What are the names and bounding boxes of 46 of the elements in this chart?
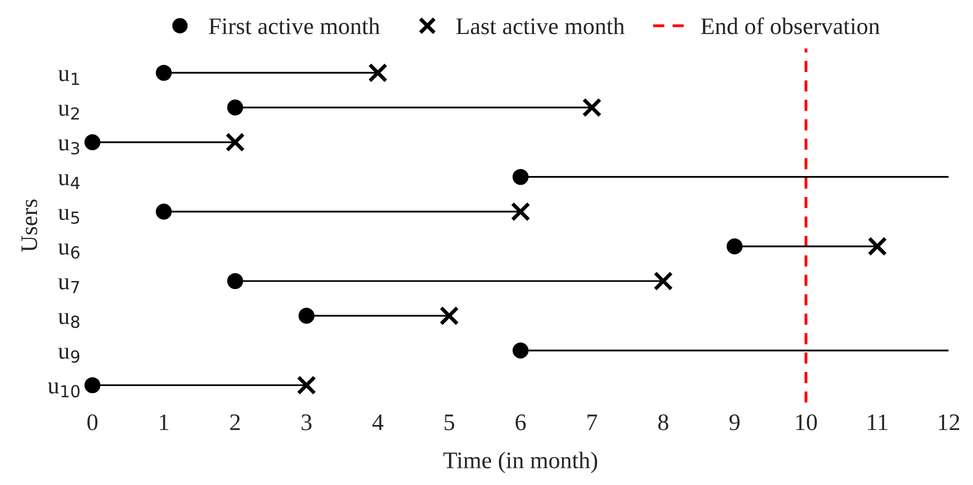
x-tick-label: 4 <box>372 414 384 430</box>
y-tick-label: u$_{4}$ <box>58 174 80 189</box>
x-tick-label: 3 <box>302 414 312 430</box>
x-tick-label: 0 <box>87 414 98 430</box>
y-tick-label: u$_{6}$ <box>58 244 80 259</box>
point <box>225 132 245 152</box>
point <box>726 238 743 254</box>
x-tick-label: 2 <box>230 414 240 430</box>
point <box>156 204 172 220</box>
y-tick-label: u$_{5}$ <box>58 208 80 224</box>
x-tick-label: 8 <box>658 414 668 430</box>
x-tick-label: 10 <box>796 414 817 430</box>
point <box>84 134 100 150</box>
point <box>510 202 530 222</box>
x-tick-label: 6 <box>516 414 526 430</box>
y-tick-label: u$_{9}$ <box>58 348 80 363</box>
point <box>368 63 388 83</box>
x-axis-title: Time (in month) <box>443 452 598 474</box>
ref-line-label: End of observation <box>701 17 880 34</box>
point <box>654 271 673 291</box>
x-tick-label: 9 <box>729 414 740 430</box>
x-tick-label: 12 <box>938 414 960 430</box>
y-tick-label: u$_{7}$ <box>58 278 80 294</box>
y-axis-title: Users <box>22 199 38 252</box>
x-tick-label: 1 <box>160 414 168 430</box>
y-tick-label: u$_{1}$ <box>58 70 79 85</box>
point <box>582 98 602 118</box>
x-tick-label: 11 <box>868 414 888 430</box>
point <box>84 377 100 394</box>
point <box>227 273 244 290</box>
point <box>156 64 172 81</box>
legend-label: First active month <box>208 18 380 34</box>
x-tick-label: 7 <box>588 414 598 430</box>
point <box>512 168 529 185</box>
point <box>439 306 459 326</box>
point <box>298 308 314 324</box>
x-tick-label: 5 <box>444 414 454 430</box>
legend-label: Last active month <box>456 18 625 34</box>
point <box>512 342 529 358</box>
point <box>227 100 244 116</box>
y-tick-label: u$_{8}$ <box>58 313 80 328</box>
point <box>296 375 316 395</box>
y-tick-label: u$_{10}$ <box>48 382 80 398</box>
y-tick-label: u$_{2}$ <box>58 104 79 120</box>
y-tick-label: u$_{3}$ <box>58 140 80 154</box>
point <box>868 236 888 256</box>
